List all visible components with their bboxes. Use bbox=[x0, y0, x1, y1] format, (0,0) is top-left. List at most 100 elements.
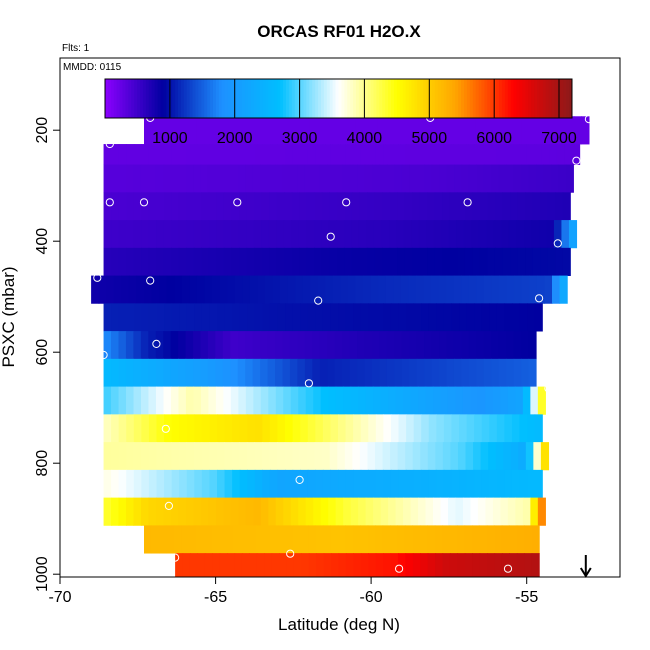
heatmap-cell bbox=[118, 414, 127, 443]
heatmap-cell bbox=[323, 553, 332, 578]
heatmap-cell bbox=[412, 525, 421, 554]
heatmap-cell bbox=[239, 247, 248, 276]
heatmap-cell bbox=[509, 553, 518, 578]
heatmap-cell bbox=[506, 164, 515, 193]
heatmap-cell bbox=[379, 331, 388, 360]
colorbar-segment bbox=[566, 79, 570, 118]
heatmap-cell bbox=[510, 442, 519, 471]
heatmap-cell bbox=[492, 386, 502, 415]
heatmap-cell bbox=[359, 247, 368, 276]
heatmap-cell bbox=[479, 192, 489, 221]
heatmap-cell bbox=[269, 247, 278, 276]
heatmap-cell bbox=[340, 275, 349, 304]
heatmap-cell bbox=[295, 275, 304, 304]
heatmap-cell bbox=[375, 553, 384, 578]
heatmap-cell bbox=[144, 525, 153, 554]
heatmap-cell bbox=[128, 275, 138, 304]
colorbar-segment bbox=[350, 79, 354, 118]
heatmap-cell bbox=[164, 303, 173, 332]
colorbar-segment bbox=[151, 79, 156, 118]
heatmap-cell bbox=[394, 358, 403, 387]
heatmap-cell bbox=[254, 442, 263, 471]
heatmap-cell bbox=[511, 469, 521, 499]
heatmap-cell bbox=[118, 331, 127, 360]
heatmap-cell bbox=[368, 469, 377, 499]
heatmap-cell bbox=[148, 192, 157, 221]
heatmap-cell bbox=[489, 469, 498, 499]
heatmap-cell bbox=[269, 414, 279, 443]
heatmap-cell bbox=[186, 247, 195, 276]
y-tick-label: 600 bbox=[34, 339, 51, 366]
heatmap-cell bbox=[246, 442, 255, 471]
colorbar-segment bbox=[157, 79, 161, 118]
heatmap-cell bbox=[400, 275, 410, 304]
heatmap-cell bbox=[231, 247, 240, 276]
heatmap-cell bbox=[431, 164, 440, 193]
flight-marker bbox=[503, 564, 513, 573]
heatmap-cell bbox=[248, 525, 257, 554]
heatmap-cell bbox=[511, 414, 521, 443]
heatmap-cell bbox=[506, 331, 515, 360]
flight-marker bbox=[395, 564, 404, 573]
heatmap-cell bbox=[488, 442, 497, 471]
colorbar-segment bbox=[277, 79, 281, 118]
heatmap-cell bbox=[418, 497, 427, 526]
heatmap-cell bbox=[305, 497, 314, 526]
heatmap-cell bbox=[188, 525, 197, 554]
heatmap-cell bbox=[427, 192, 436, 221]
heatmap-cell bbox=[487, 247, 496, 276]
colorbar-segment bbox=[113, 79, 118, 118]
heatmap-cell bbox=[365, 386, 374, 415]
colorbar-segment bbox=[461, 79, 465, 118]
heatmap-cell bbox=[181, 116, 190, 145]
heatmap-cell bbox=[257, 116, 266, 145]
heatmap-cell bbox=[406, 469, 415, 499]
heatmap-cell bbox=[155, 497, 165, 526]
y-tick-label: 1000 bbox=[34, 556, 51, 592]
heatmap-cell bbox=[321, 192, 330, 221]
heatmap-cell bbox=[445, 116, 454, 145]
colorbar-tick-label: 5000 bbox=[412, 130, 448, 147]
heatmap-cell bbox=[141, 192, 150, 221]
heatmap-cell bbox=[377, 116, 386, 145]
heatmap-cell bbox=[329, 247, 338, 276]
heatmap-cell bbox=[496, 303, 505, 332]
heatmap-cell bbox=[419, 192, 428, 221]
heatmap-cell bbox=[337, 442, 346, 471]
heatmap-cell bbox=[481, 144, 490, 165]
heatmap-cell bbox=[103, 386, 112, 415]
heatmap-cell bbox=[262, 414, 271, 443]
heatmap-cell bbox=[126, 247, 135, 276]
heatmap-cell bbox=[113, 275, 122, 304]
heatmap-cell bbox=[409, 358, 418, 387]
colorbar-segment bbox=[242, 79, 246, 118]
heatmap-cell bbox=[462, 386, 472, 415]
colorbar-segment bbox=[320, 79, 325, 118]
heatmap-cell bbox=[245, 386, 254, 415]
flight-marker bbox=[146, 276, 155, 285]
heatmap-cell bbox=[540, 247, 549, 276]
heatmap-cell bbox=[443, 469, 453, 499]
heatmap-cell bbox=[219, 116, 228, 145]
heatmap-cell bbox=[298, 386, 307, 415]
heatmap-cell bbox=[196, 275, 206, 304]
heatmap-cell bbox=[479, 525, 488, 554]
heatmap-cell bbox=[455, 497, 464, 526]
heatmap-cell bbox=[392, 116, 401, 145]
heatmap-cell bbox=[431, 275, 440, 304]
heatmap-cell bbox=[345, 525, 354, 554]
heatmap-cell bbox=[140, 164, 149, 193]
heatmap-cell bbox=[200, 358, 209, 387]
heatmap-cell bbox=[435, 553, 444, 578]
heatmap-cell bbox=[299, 192, 308, 221]
heatmap-cell bbox=[363, 275, 372, 304]
heatmap-cell bbox=[457, 525, 466, 554]
heatmap-cell bbox=[394, 164, 403, 193]
heatmap-cell bbox=[111, 386, 120, 415]
heatmap-cell bbox=[315, 469, 324, 499]
heatmap-cell bbox=[464, 192, 473, 221]
heatmap-cell bbox=[382, 442, 391, 471]
heatmap-cell bbox=[397, 442, 406, 471]
heatmap-cell bbox=[277, 144, 286, 165]
heatmap-cell bbox=[489, 414, 498, 443]
